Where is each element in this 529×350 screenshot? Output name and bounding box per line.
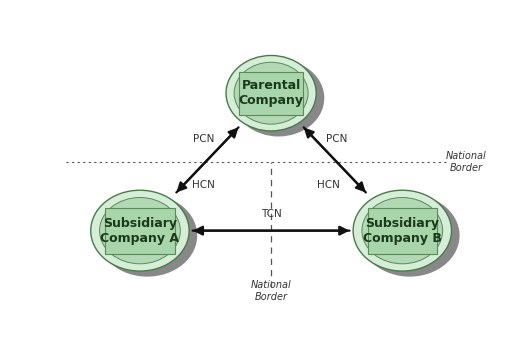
FancyArrowPatch shape [176,129,237,193]
Text: PCN: PCN [193,134,214,144]
Ellipse shape [353,190,452,271]
FancyArrowPatch shape [178,127,239,191]
Text: National
Border: National Border [445,151,486,173]
FancyBboxPatch shape [368,208,437,254]
Ellipse shape [234,62,308,124]
Ellipse shape [98,195,196,276]
FancyArrowPatch shape [305,129,366,193]
Text: National
Border: National Border [251,280,291,302]
Ellipse shape [233,60,324,136]
FancyArrowPatch shape [195,227,350,235]
Ellipse shape [362,197,443,264]
Text: Parental
Company: Parental Company [239,79,304,107]
FancyBboxPatch shape [105,208,175,254]
Text: HCN: HCN [192,180,215,190]
Ellipse shape [360,195,459,276]
Text: Subsidiary
Company A: Subsidiary Company A [101,217,179,245]
FancyBboxPatch shape [239,72,303,115]
FancyArrowPatch shape [304,127,364,191]
Text: PCN: PCN [326,134,348,144]
Text: TCN: TCN [261,210,281,219]
Text: Subsidiary
Company B: Subsidiary Company B [363,217,442,245]
Ellipse shape [226,55,316,131]
Ellipse shape [91,190,189,271]
FancyArrowPatch shape [193,227,347,235]
Text: HCN: HCN [317,180,340,190]
Ellipse shape [99,197,180,264]
